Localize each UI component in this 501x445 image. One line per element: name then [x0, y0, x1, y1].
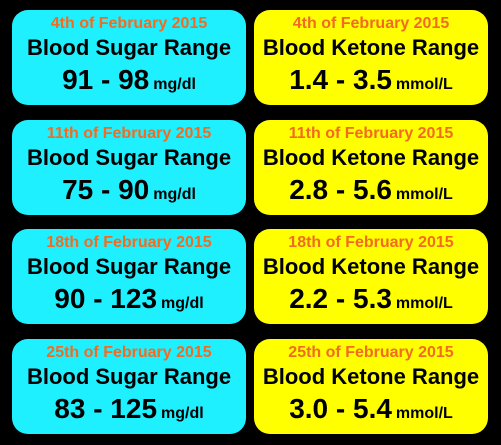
card-title: Blood Sugar Range	[26, 145, 232, 170]
card-value-line: 90 - 123 mg/dl	[12, 281, 246, 322]
range-unit: mmol/L	[395, 405, 453, 422]
range-value: 3.0 - 5.4	[289, 393, 392, 424]
range-value: 1.4 - 3.5	[289, 64, 392, 95]
card-date: 11th of February 2015	[46, 125, 212, 142]
blood-ketone-card: 18th of February 2015 Blood Ketone Range…	[254, 229, 488, 324]
card-date: 18th of February 2015	[288, 234, 454, 251]
card-value-line: 1.4 - 3.5 mmol/L	[254, 62, 488, 103]
range-unit: mg/dl	[161, 295, 204, 312]
range-unit: mmol/L	[395, 76, 453, 93]
card-title: Blood Sugar Range	[26, 364, 232, 389]
card-value-line: 3.0 - 5.4 mmol/L	[254, 391, 488, 432]
blood-ketone-card: 11th of February 2015 Blood Ketone Range…	[254, 120, 488, 215]
range-unit: mmol/L	[395, 186, 453, 203]
card-value-line: 91 - 98 mg/dl	[12, 62, 246, 103]
blood-sugar-card: 4th of February 2015 Blood Sugar Range 9…	[12, 10, 246, 105]
card-value-line: 2.8 - 5.6 mmol/L	[254, 172, 488, 213]
blood-sugar-card: 18th of February 2015 Blood Sugar Range …	[12, 229, 246, 324]
card-date: 4th of February 2015	[292, 15, 450, 32]
blood-sugar-card: 25th of February 2015 Blood Sugar Range …	[12, 339, 246, 434]
card-date: 4th of February 2015	[50, 15, 208, 32]
card-title: Blood Sugar Range	[26, 254, 232, 279]
range-unit: mg/dl	[153, 186, 196, 203]
card-title: Blood Sugar Range	[26, 35, 232, 60]
range-value: 75 - 90	[62, 174, 150, 205]
range-value: 90 - 123	[54, 283, 158, 314]
card-title: Blood Ketone Range	[262, 254, 480, 279]
range-unit: mmol/L	[395, 295, 453, 312]
card-value-line: 75 - 90 mg/dl	[12, 172, 246, 213]
range-value: 2.2 - 5.3	[289, 283, 392, 314]
card-date: 11th of February 2015	[288, 125, 454, 142]
range-value: 2.8 - 5.6	[289, 174, 392, 205]
card-date: 25th of February 2015	[288, 344, 454, 361]
card-date: 25th of February 2015	[46, 344, 212, 361]
blood-sugar-card: 11th of February 2015 Blood Sugar Range …	[12, 120, 246, 215]
card-title: Blood Ketone Range	[262, 35, 480, 60]
card-value-line: 2.2 - 5.3 mmol/L	[254, 281, 488, 322]
card-title: Blood Ketone Range	[262, 145, 480, 170]
card-value-line: 83 - 125 mg/dl	[12, 391, 246, 432]
range-unit: mg/dl	[153, 76, 196, 93]
card-date: 18th of February 2015	[46, 234, 212, 251]
range-value: 91 - 98	[62, 64, 150, 95]
range-unit: mg/dl	[161, 405, 204, 422]
range-value: 83 - 125	[54, 393, 158, 424]
blood-ketone-card: 25th of February 2015 Blood Ketone Range…	[254, 339, 488, 434]
blood-ketone-card: 4th of February 2015 Blood Ketone Range …	[254, 10, 488, 105]
card-title: Blood Ketone Range	[262, 364, 480, 389]
